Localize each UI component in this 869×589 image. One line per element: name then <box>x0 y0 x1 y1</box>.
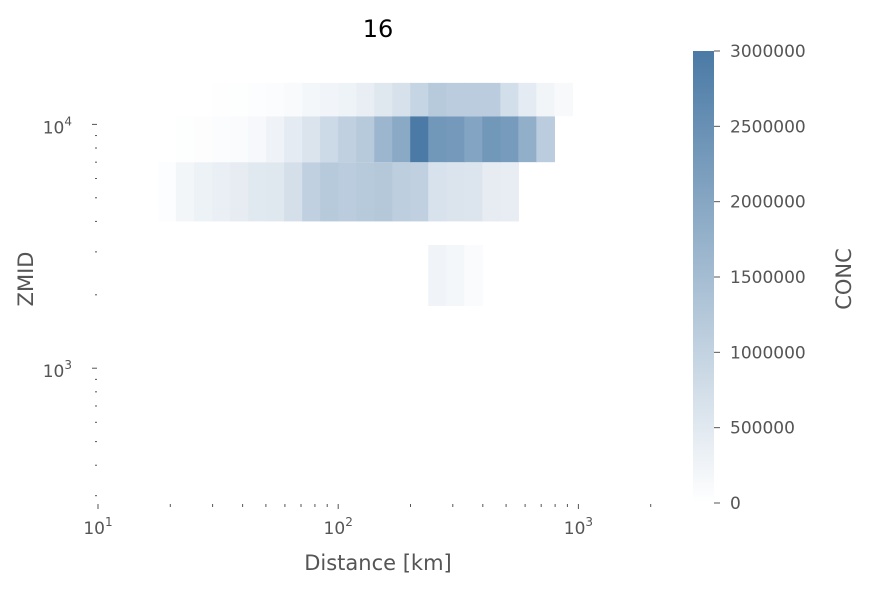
colorbar-tick-label: 500000 <box>730 419 795 439</box>
x-axis-label: Distance [km] <box>304 551 452 575</box>
heatmap-cell <box>284 162 303 222</box>
heatmap-cell <box>230 162 249 222</box>
heatmap-cell <box>266 82 285 117</box>
heatmap-cell <box>194 162 213 222</box>
heatmap-cell <box>428 245 447 306</box>
heatmap-cell <box>410 162 429 222</box>
heatmap-cell <box>374 82 393 117</box>
x-axis: 101 102 103 <box>83 504 652 539</box>
heatmap-cell <box>266 116 285 163</box>
colorbar-tick-label: 1000000 <box>730 343 806 363</box>
chart-title: 16 <box>363 15 394 43</box>
heatmap-cell <box>500 162 519 222</box>
y-tick-label: 103 <box>43 358 72 382</box>
heatmap-cell <box>320 162 339 222</box>
heatmap-cell <box>410 116 429 163</box>
heatmap-cell <box>230 82 249 117</box>
heatmap-cell <box>194 116 213 163</box>
heatmap-cell <box>500 82 519 117</box>
heatmap-cell <box>338 116 357 163</box>
heatmap-cell <box>374 162 393 222</box>
heatmap-cell <box>284 82 303 117</box>
heatmap-cell <box>175 116 195 163</box>
heatmap-cell <box>428 162 447 222</box>
heatmap-cell <box>158 162 177 222</box>
colorbar-label: CONC <box>832 248 856 310</box>
heatmap-cell <box>464 245 483 306</box>
heatmap-cell <box>428 82 447 117</box>
colorbar-tick-label: 1500000 <box>730 268 806 288</box>
heatmap-cells <box>158 82 573 306</box>
heatmap-cell <box>446 116 465 163</box>
heatmap-cell <box>212 162 231 222</box>
heatmap-cell <box>446 245 465 306</box>
heatmap-cell <box>482 116 501 163</box>
heatmap-cell <box>536 82 555 117</box>
heatmap-cell <box>338 162 357 222</box>
heatmap-cell <box>212 82 231 117</box>
colorbar-tick-label: 2000000 <box>730 193 806 213</box>
heatmap-cell <box>554 82 573 117</box>
heatmap-cell <box>500 116 519 163</box>
heatmap-cell <box>248 82 267 117</box>
heatmap-cell <box>284 116 303 163</box>
heatmap-cell <box>175 162 195 222</box>
heatmap-cell <box>356 162 375 222</box>
heatmap-cell <box>392 162 411 222</box>
heatmap-cell <box>248 116 267 163</box>
heatmap-cell <box>320 116 339 163</box>
heatmap-cell <box>302 82 321 117</box>
heatmap-cell <box>248 162 267 222</box>
heatmap-cell <box>302 116 321 163</box>
heatmap-cell <box>392 82 411 117</box>
heatmap-cell <box>518 82 537 117</box>
colorbar-tick-label: 3000000 <box>730 42 806 62</box>
colorbar <box>693 51 714 503</box>
y-tick-label: 104 <box>43 114 72 138</box>
heatmap-cell <box>302 162 321 222</box>
heatmap-cell <box>482 162 501 222</box>
heatmap-cell <box>536 116 555 163</box>
heatmap-cell <box>446 162 465 222</box>
heatmap-cell <box>230 116 249 163</box>
y-axis-label: ZMID <box>14 252 38 307</box>
heatmap-cell <box>518 116 537 163</box>
heatmap-cell <box>374 116 393 163</box>
heatmap-cell <box>446 82 465 117</box>
heatmap-cell <box>482 82 501 117</box>
heatmap-cell <box>356 116 375 163</box>
heatmap-cell <box>410 82 429 117</box>
colorbar-axis: 0 500000 1000000 1500000 2000000 2500000 30000… <box>714 42 806 514</box>
x-tick-label: 101 <box>83 515 112 539</box>
heatmap-cell <box>212 116 231 163</box>
x-tick-label: 102 <box>324 515 353 539</box>
heatmap-cell <box>428 116 447 163</box>
y-axis: 103 104 <box>43 114 97 497</box>
heatmap-cell <box>266 162 285 222</box>
heatmap-cell <box>392 116 411 163</box>
heatmap-cell <box>320 82 339 117</box>
colorbar-tick-label: 2500000 <box>730 117 806 137</box>
heatmap-cell <box>464 162 483 222</box>
heatmap-cell <box>464 116 483 163</box>
x-tick-label: 103 <box>564 515 593 539</box>
heatmap-cell <box>356 82 375 117</box>
heatmap-cell <box>338 82 357 117</box>
heatmap-cell <box>464 82 483 117</box>
colorbar-tick-label: 0 <box>730 494 741 514</box>
